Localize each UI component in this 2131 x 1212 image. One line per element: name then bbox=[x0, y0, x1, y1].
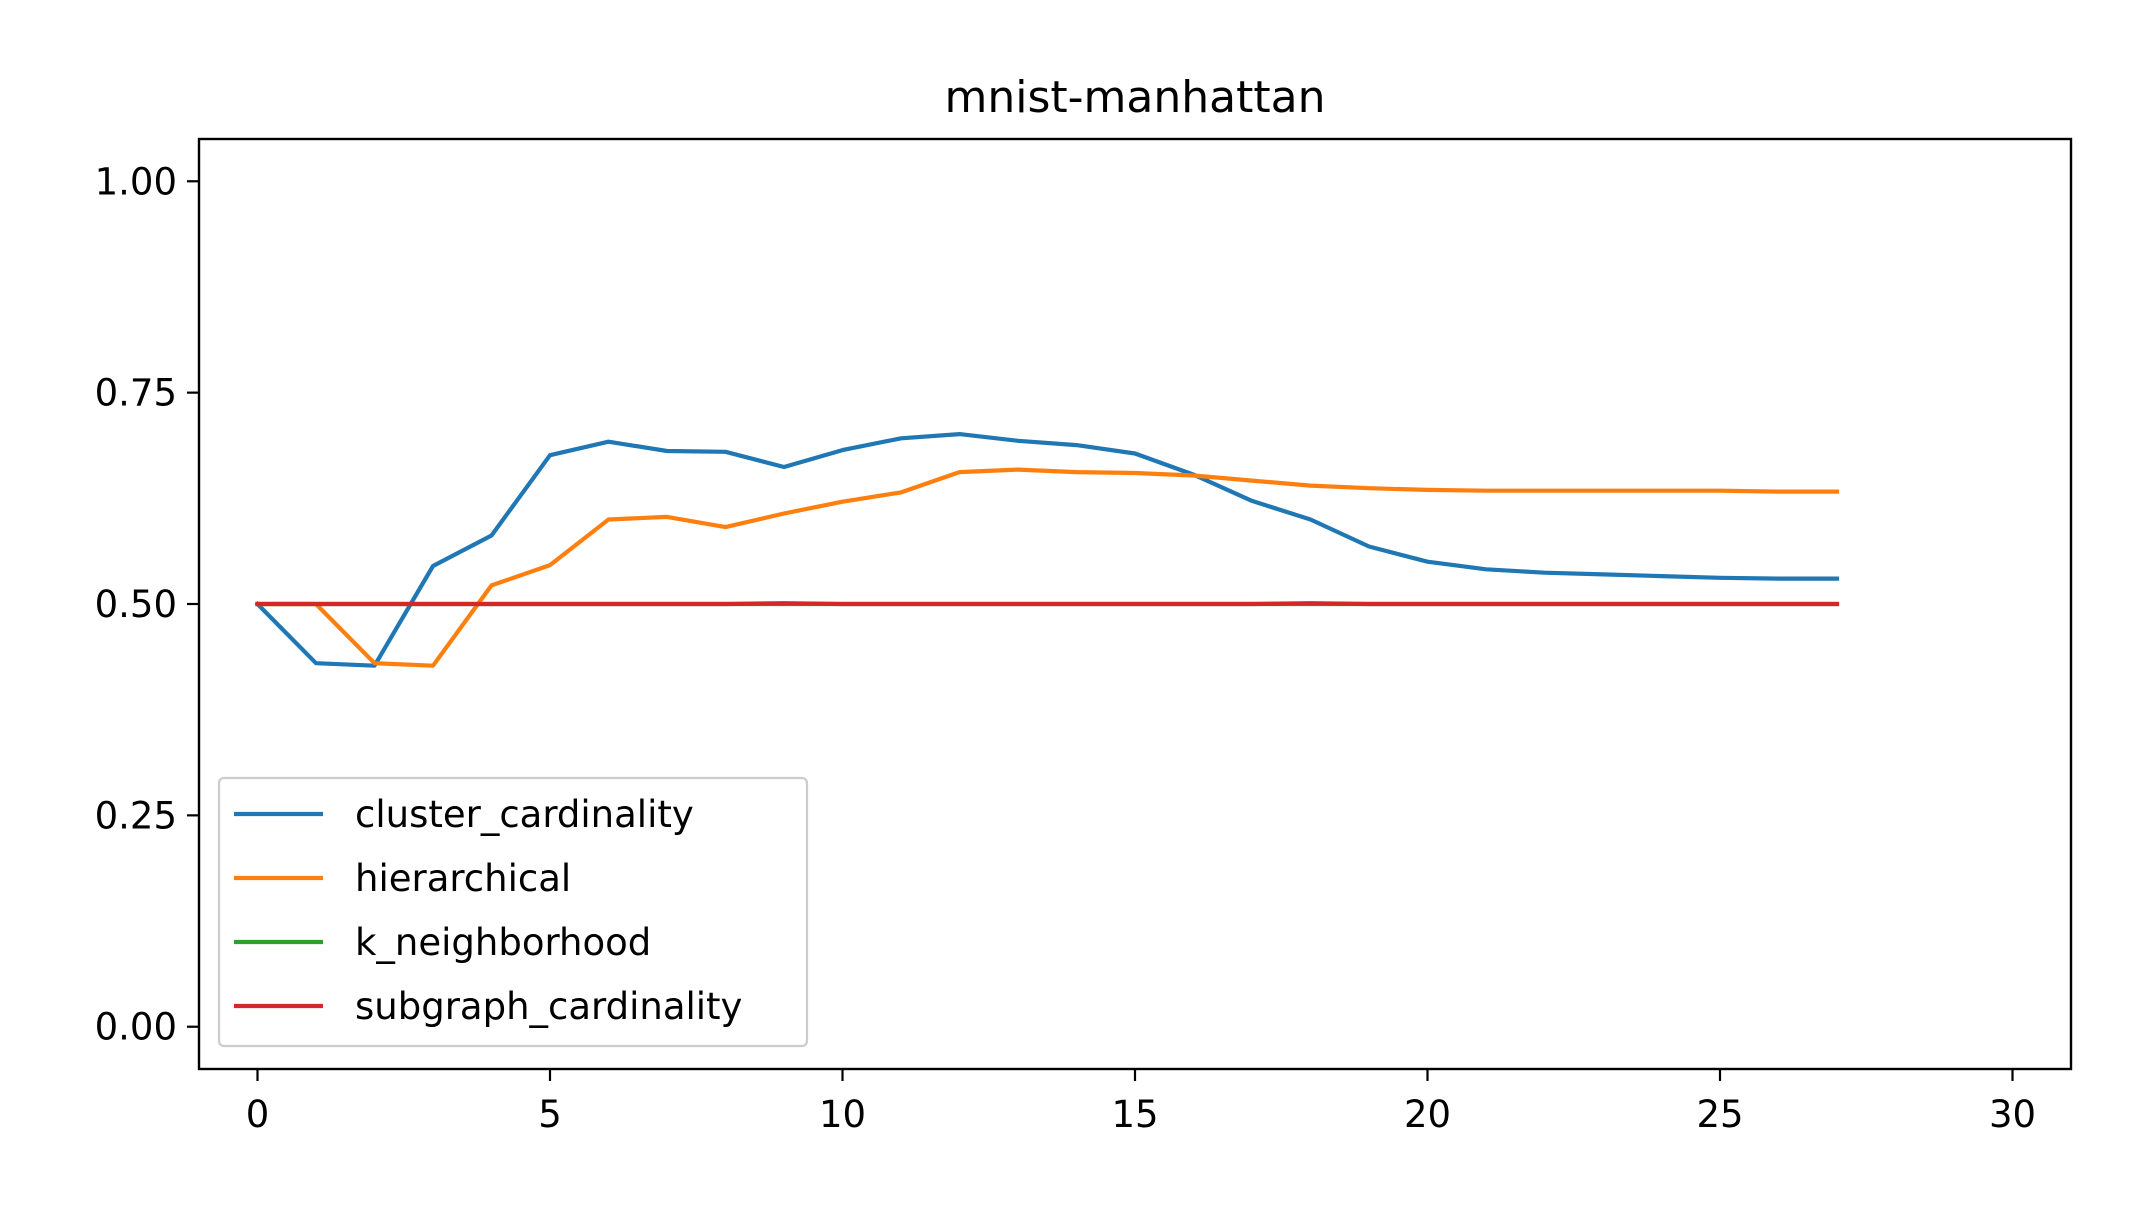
y-tick-label: 0.25 bbox=[95, 794, 177, 837]
y-tick-label: 0.00 bbox=[95, 1006, 177, 1049]
x-tick-label: 0 bbox=[246, 1093, 270, 1136]
legend-label: cluster_cardinality bbox=[355, 793, 694, 836]
legend-label: hierarchical bbox=[355, 857, 571, 900]
x-tick-label: 15 bbox=[1111, 1093, 1158, 1136]
y-tick-label: 0.50 bbox=[95, 583, 177, 626]
series-line-cluster-cardinality bbox=[254, 432, 1840, 668]
legend-label: k_neighborhood bbox=[355, 921, 651, 964]
x-tick-label: 25 bbox=[1696, 1093, 1743, 1136]
legend-label: subgraph_cardinality bbox=[355, 985, 742, 1028]
series-line-hierarchical bbox=[255, 467, 1840, 668]
axes-frame bbox=[197, 137, 2073, 1071]
series-layer bbox=[254, 432, 1840, 668]
legend-box bbox=[217, 776, 809, 1048]
x-tick-label: 5 bbox=[538, 1093, 562, 1136]
x-tick-label: 10 bbox=[819, 1093, 866, 1136]
legend: cluster_cardinality hierarchical k_neighbo… bbox=[217, 776, 809, 1048]
x-tick-label: 30 bbox=[1989, 1093, 2036, 1136]
series-line-subgraph-cardinality bbox=[255, 601, 1840, 607]
x-tick-label: 20 bbox=[1404, 1093, 1451, 1136]
y-tick-label: 1.00 bbox=[95, 160, 177, 203]
ticks-layer: 0 5 10 15 20 25 30 0.00 0.25 0.50 0.75 1.00 bbox=[95, 160, 2036, 1136]
y-tick-label: 0.75 bbox=[95, 372, 177, 415]
chart-title: mnist-manhattan bbox=[945, 72, 1326, 123]
